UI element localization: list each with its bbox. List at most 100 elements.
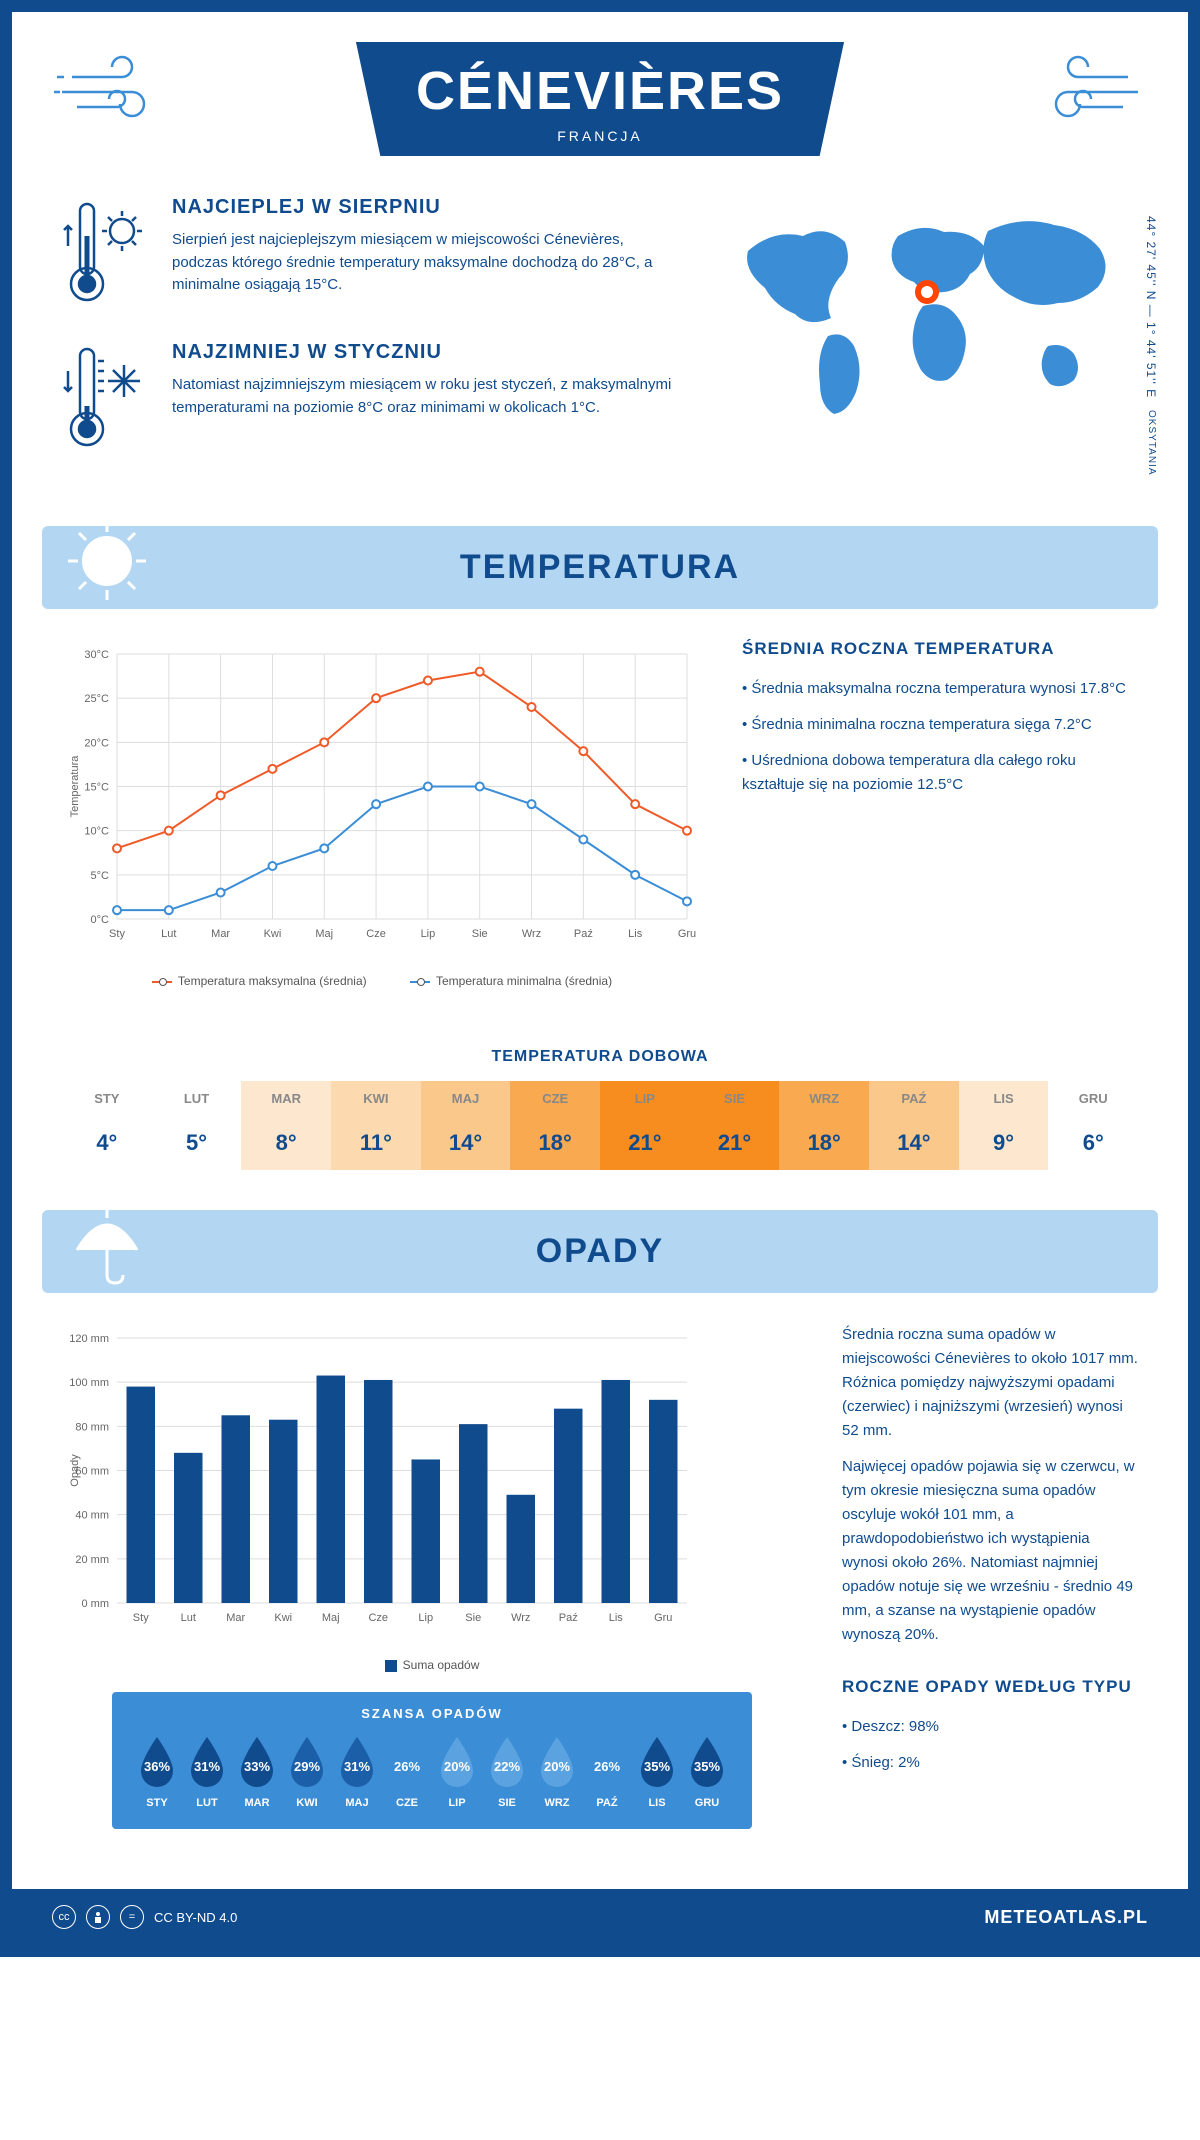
daily-temp-cell: PAŹ14°: [869, 1081, 959, 1170]
rain-drop-item: 35% LIS: [632, 1735, 682, 1809]
svg-text:Kwi: Kwi: [264, 928, 282, 940]
svg-text:Sty: Sty: [133, 1612, 149, 1624]
svg-text:Lis: Lis: [628, 928, 643, 940]
warmest-title: NAJCIEPLEJ W SIERPNIU: [172, 196, 678, 219]
header-ribbon: CÉNEVIÈRES FRANCJA: [356, 42, 844, 156]
wind-icon-left: [52, 52, 162, 137]
annual-temp-title: ŚREDNIA ROCZNA TEMPERATURA: [742, 639, 1138, 659]
svg-text:100 mm: 100 mm: [69, 1377, 109, 1389]
daily-temp-cell: CZE18°: [510, 1081, 600, 1170]
header: CÉNEVIÈRES FRANCJA: [12, 12, 1188, 196]
temperature-title: TEMPERATURA: [42, 548, 1158, 587]
precip-text-1: Średnia roczna suma opadów w miejscowośc…: [842, 1323, 1138, 1443]
daily-temp-table: STY4°LUT5°MAR8°KWI11°MAJ14°CZE18°LIP21°S…: [62, 1081, 1138, 1170]
svg-text:25°C: 25°C: [84, 693, 109, 705]
rain-drop-item: 33% MAR: [232, 1735, 282, 1809]
svg-text:Maj: Maj: [315, 928, 333, 940]
annual-temp-item: Średnia minimalna roczna temperatura się…: [742, 713, 1138, 737]
rain-drop-item: 35% GRU: [682, 1735, 732, 1809]
annual-temp-list: Średnia maksymalna roczna temperatura wy…: [742, 677, 1138, 797]
precipitation-section-header: OPADY: [42, 1210, 1158, 1293]
svg-text:Sie: Sie: [465, 1612, 481, 1624]
svg-text:Paź: Paź: [574, 928, 593, 940]
svg-text:Cze: Cze: [368, 1612, 388, 1624]
precip-chart-legend: Suma opadów: [62, 1658, 802, 1672]
daily-temp-cell: KWI11°: [331, 1081, 421, 1170]
site-name: METEOATLAS.PL: [984, 1907, 1148, 1928]
precip-by-type-title: ROCZNE OPADY WEDŁUG TYPU: [842, 1677, 1138, 1697]
footer: cc = CC BY-ND 4.0 METEOATLAS.PL: [12, 1889, 1188, 1945]
rain-drops-row: 36% STY 31% LUT 33% MAR 29% KWI 31% MAJ: [132, 1735, 732, 1809]
coldest-title: NAJZIMNIEJ W STYCZNIU: [172, 341, 678, 364]
umbrella-icon: [62, 1200, 152, 1295]
svg-text:20 mm: 20 mm: [75, 1554, 109, 1566]
daily-temp-cell: WRZ18°: [779, 1081, 869, 1170]
svg-text:5°C: 5°C: [91, 870, 110, 882]
precip-text-2: Najwięcej opadów pojawia się w czerwcu, …: [842, 1455, 1138, 1647]
svg-text:80 mm: 80 mm: [75, 1421, 109, 1433]
svg-text:Wrz: Wrz: [522, 928, 541, 940]
thermometer-hot-icon: [62, 196, 152, 311]
wind-icon-right: [1038, 52, 1148, 137]
svg-text:Mar: Mar: [226, 1612, 245, 1624]
svg-text:Wrz: Wrz: [511, 1612, 530, 1624]
rain-drop-item: 36% STY: [132, 1735, 182, 1809]
precipitation-bar-chart: 0 mm20 mm40 mm60 mm80 mm100 mm120 mmStyL…: [62, 1323, 702, 1643]
page-subtitle: FRANCJA: [416, 128, 784, 144]
temp-chart-legend: Temperatura maksymalna (średnia) Tempera…: [62, 974, 702, 988]
rain-drop-item: 26% PAŹ: [582, 1735, 632, 1809]
svg-text:10°C: 10°C: [84, 826, 109, 838]
precipitation-content: 0 mm20 mm40 mm60 mm80 mm100 mm120 mmStyL…: [12, 1293, 1188, 1859]
svg-text:Lut: Lut: [181, 1612, 196, 1624]
sun-icon: [62, 516, 152, 611]
rain-drop-item: 22% SIE: [482, 1735, 532, 1809]
daily-temp-cell: LUT5°: [152, 1081, 242, 1170]
svg-text:Temperatura: Temperatura: [69, 755, 81, 818]
rain-chance-title: SZANSA OPADÓW: [132, 1706, 732, 1721]
coldest-block: NAJZIMNIEJ W STYCZNIU Natomiast najzimni…: [62, 341, 678, 456]
map-column: 44° 27' 45'' N — 1° 44' 51'' E OKSYTANIA: [718, 196, 1138, 486]
svg-text:40 mm: 40 mm: [75, 1510, 109, 1522]
rain-drop-item: 26% CZE: [382, 1735, 432, 1809]
info-row: NAJCIEPLEJ W SIERPNIU Sierpień jest najc…: [12, 196, 1188, 526]
svg-text:Kwi: Kwi: [274, 1612, 292, 1624]
precipitation-title: OPADY: [42, 1232, 1158, 1271]
svg-text:Gru: Gru: [678, 928, 696, 940]
svg-text:Mar: Mar: [211, 928, 230, 940]
daily-temp-cell: MAR8°: [241, 1081, 331, 1170]
annual-temp-item: Średnia maksymalna roczna temperatura wy…: [742, 677, 1138, 701]
license-text: CC BY-ND 4.0: [154, 1910, 237, 1925]
svg-text:0°C: 0°C: [91, 914, 110, 926]
svg-text:Lip: Lip: [421, 928, 436, 940]
infographic-page: CÉNEVIÈRES FRANCJA: [0, 0, 1200, 1957]
svg-text:Cze: Cze: [366, 928, 386, 940]
svg-text:Lis: Lis: [609, 1612, 624, 1624]
svg-text:Sie: Sie: [472, 928, 488, 940]
rain-drop-item: 29% KWI: [282, 1735, 332, 1809]
svg-text:120 mm: 120 mm: [69, 1333, 109, 1345]
svg-text:20°C: 20°C: [84, 737, 109, 749]
svg-text:Sty: Sty: [109, 928, 125, 940]
nd-icon: =: [120, 1905, 144, 1929]
daily-temp-cell: MAJ14°: [421, 1081, 511, 1170]
svg-text:Lip: Lip: [418, 1612, 433, 1624]
precip-type-item: Śnieg: 2%: [842, 1751, 1138, 1775]
rain-drop-item: 20% LIP: [432, 1735, 482, 1809]
rain-chance-panel: SZANSA OPADÓW 36% STY 31% LUT 33% MAR 29…: [112, 1692, 752, 1829]
rain-drop-item: 31% LUT: [182, 1735, 232, 1809]
warmest-text: Sierpień jest najcieplejszym miesiącem w…: [172, 229, 678, 297]
svg-text:Opady: Opady: [69, 1454, 81, 1487]
cc-icon: cc: [52, 1905, 76, 1929]
precip-type-item: Deszcz: 98%: [842, 1715, 1138, 1739]
annual-temp-item: Uśredniona dobowa temperatura dla całego…: [742, 749, 1138, 797]
world-map: [718, 196, 1138, 436]
daily-temp-cell: SIE21°: [690, 1081, 780, 1170]
coordinates: 44° 27' 45'' N — 1° 44' 51'' E OKSYTANIA: [1144, 216, 1158, 476]
temperature-section-header: TEMPERATURA: [42, 526, 1158, 609]
rain-drop-item: 31% MAJ: [332, 1735, 382, 1809]
temperature-content: 0°C5°C10°C15°C20°C25°C30°CStyLutMarKwiMa…: [12, 609, 1188, 1018]
daily-temp-cell: STY4°: [62, 1081, 152, 1170]
svg-text:Maj: Maj: [322, 1612, 340, 1624]
svg-text:Paź: Paź: [559, 1612, 578, 1624]
daily-temp-cell: LIS9°: [959, 1081, 1049, 1170]
